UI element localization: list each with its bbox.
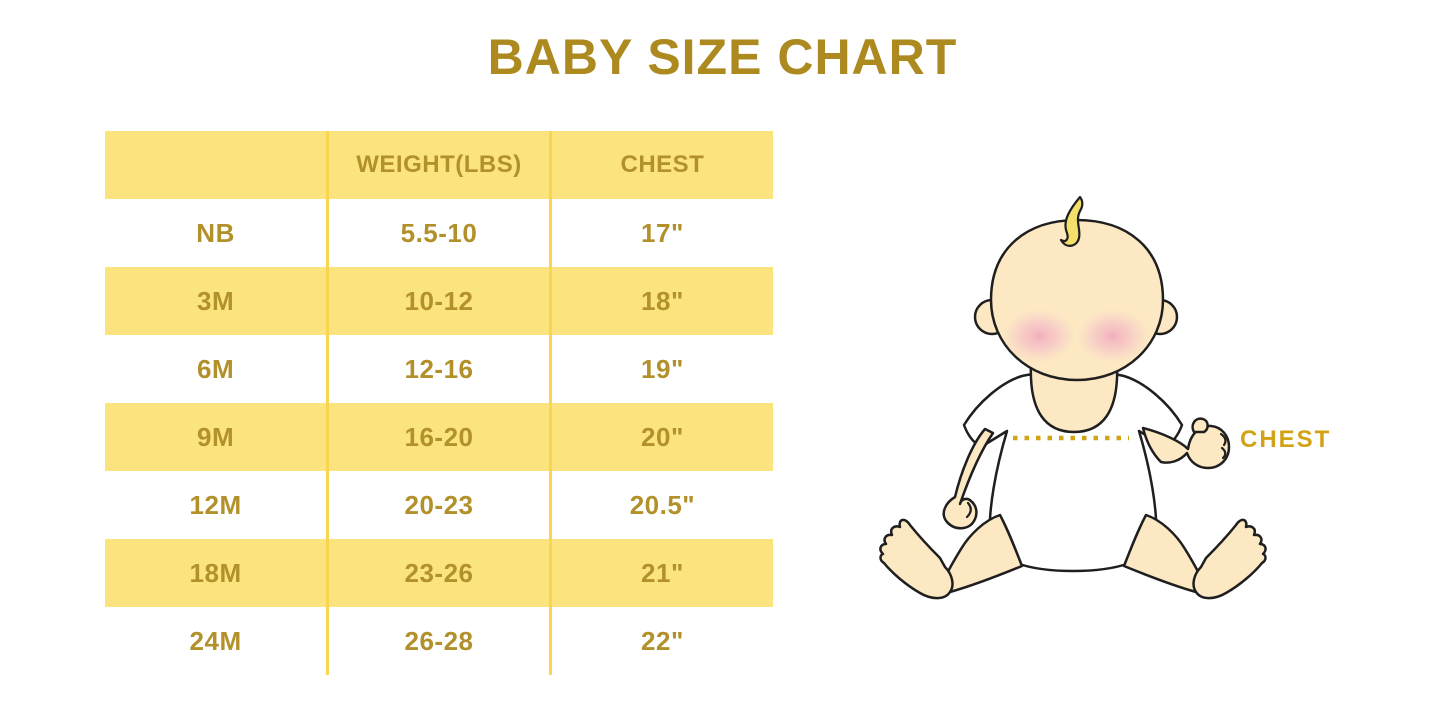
column-header: CHEST bbox=[548, 131, 773, 199]
baby-foot-left bbox=[879, 518, 954, 600]
baby-illustration: CHEST bbox=[879, 195, 1331, 600]
size-table-body: NB 5.5-10 17" 3M 10-12 18" 6M 12-16 19" 9M 16-20 20… bbox=[105, 199, 773, 675]
weight-cell: 23-26 bbox=[326, 539, 551, 607]
weight-cell: 20-23 bbox=[326, 471, 551, 539]
chest-cell: 19" bbox=[548, 335, 773, 403]
baby-arm-left bbox=[942, 427, 995, 530]
size-cell: 3M bbox=[197, 285, 235, 316]
baby-hair-curl bbox=[1059, 195, 1084, 247]
weight-cell: 12-16 bbox=[326, 335, 551, 403]
table-row: 9M 16-20 20" bbox=[105, 403, 773, 471]
size-cell: 6M bbox=[197, 353, 235, 384]
header-row: WEIGHT(LBS) CHEST bbox=[105, 131, 773, 199]
chest-label: CHEST bbox=[1240, 426, 1331, 453]
size-cell: 24M bbox=[189, 625, 242, 656]
hand-finger-line bbox=[965, 501, 972, 519]
chest-cell: 22" bbox=[548, 607, 773, 675]
weight-cell: 16-20 bbox=[326, 403, 551, 471]
table-row: NB 5.5-10 17" bbox=[105, 199, 773, 267]
weight-cell: 10-12 bbox=[326, 267, 551, 335]
size-table-header: WEIGHT(LBS) CHEST bbox=[105, 131, 773, 199]
table-row: 12M 20-23 20.5" bbox=[105, 471, 773, 539]
page-title: BABY SIZE CHART bbox=[487, 29, 958, 85]
baby-cheek-left bbox=[1003, 309, 1075, 363]
baby-thumb bbox=[1191, 417, 1209, 434]
baby-cheek-right bbox=[1077, 309, 1149, 363]
table-row: 6M 12-16 19" bbox=[105, 335, 773, 403]
size-cell: 12M bbox=[189, 489, 242, 520]
chest-cell: 20.5" bbox=[548, 471, 773, 539]
chest-cell: 21" bbox=[548, 539, 773, 607]
weight-cell: 5.5-10 bbox=[326, 199, 551, 267]
table-row: 18M 23-26 21" bbox=[105, 539, 773, 607]
size-cell: NB bbox=[196, 217, 235, 248]
column-header: WEIGHT(LBS) bbox=[326, 131, 551, 199]
chest-cell: 20" bbox=[548, 403, 773, 471]
chest-cell: 17" bbox=[548, 199, 773, 267]
baby-foot-right bbox=[1192, 518, 1267, 600]
table-row: 24M 26-28 22" bbox=[105, 607, 773, 675]
table-row: 3M 10-12 18" bbox=[105, 267, 773, 335]
baby-arm-right bbox=[1141, 424, 1231, 470]
column-header bbox=[105, 131, 328, 199]
fist-knuckle-lines bbox=[1219, 432, 1227, 460]
chest-cell: 18" bbox=[548, 267, 773, 335]
baby-neck bbox=[1029, 362, 1119, 434]
size-table: WEIGHT(LBS) CHEST NB 5.5-10 17" 3M 10-12 18" 6M… bbox=[105, 131, 773, 675]
weight-cell: 26-28 bbox=[326, 607, 551, 675]
size-cell: 18M bbox=[189, 557, 242, 588]
size-cell: 9M bbox=[197, 421, 235, 452]
